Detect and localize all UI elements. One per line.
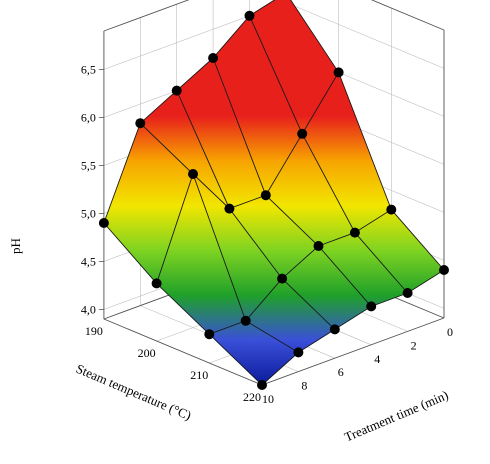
- data-point: [240, 315, 251, 326]
- time-tick-label: 4: [374, 352, 380, 366]
- time-tick-label: 2: [411, 338, 417, 352]
- time-tick-label: 8: [301, 379, 307, 393]
- temperature-tick-label: 210: [190, 368, 208, 382]
- mesh-line-temperature: [209, 209, 392, 335]
- mesh-line-time: [212, 57, 372, 307]
- data-point: [135, 118, 146, 129]
- data-point: [349, 227, 360, 238]
- mesh-line-time: [139, 122, 299, 353]
- temperature-tick-label: 200: [138, 346, 156, 360]
- data-point: [151, 278, 162, 289]
- time-tick-label: 10: [262, 392, 274, 406]
- frame-edge: [261, 317, 445, 386]
- mesh-line-time: [290, 0, 445, 271]
- time-tick-label: 0: [447, 325, 453, 339]
- mesh-layer: [103, 0, 445, 386]
- data-point: [171, 85, 182, 96]
- data-point: [293, 347, 304, 358]
- x-axis-title: Steam temperature (°C): [74, 361, 194, 423]
- temperature-tick-label: 220: [243, 390, 261, 404]
- data-point: [297, 128, 308, 139]
- data-point: [244, 10, 255, 21]
- data-point: [439, 265, 449, 275]
- surface-layer: [103, 0, 445, 386]
- data-point: [333, 67, 344, 78]
- data-point: [204, 329, 215, 340]
- time-tick-label: 6: [338, 365, 344, 379]
- mesh-line-time: [249, 15, 408, 294]
- data-point: [366, 301, 377, 312]
- z-tick-label: 4,0: [81, 302, 96, 316]
- y-axis-title: Treatment time (min): [342, 387, 450, 444]
- temperature-tick-label: 190: [85, 324, 103, 338]
- data-point: [402, 288, 413, 298]
- data-point: [224, 203, 235, 214]
- data-point: [386, 204, 397, 215]
- mesh-line-temperature: [261, 269, 445, 386]
- z-tick-label: 5,0: [81, 206, 96, 220]
- z-tick-label: 5,5: [81, 158, 96, 172]
- z-tick-label: 6,5: [81, 62, 96, 76]
- data-point: [208, 53, 219, 63]
- data-point: [188, 169, 198, 179]
- mesh-line-time: [176, 90, 336, 330]
- data-point: [313, 241, 324, 251]
- data-point: [98, 218, 109, 228]
- label-layer: 4,0 4,5 5,0 5,5 6,0 6,5 190 200 210 220 0 2 4 6 8 10: [81, 62, 453, 406]
- mesh-line-temperature: [156, 72, 339, 284]
- frame-edge: [103, 318, 263, 386]
- frame-edge: [103, 0, 190, 32]
- frame-edge: [370, 0, 445, 31]
- z-tick-label: 6,0: [81, 110, 96, 124]
- point-layer: [98, 10, 449, 390]
- mesh-line-temperature: [103, 0, 276, 224]
- mesh-line-time: [103, 222, 263, 386]
- data-point: [329, 324, 340, 335]
- data-point: [277, 273, 288, 284]
- z-tick-label: 4,5: [81, 254, 96, 268]
- data-point: [260, 190, 271, 201]
- z-axis-title: pH: [8, 238, 23, 254]
- data-point: [257, 380, 267, 390]
